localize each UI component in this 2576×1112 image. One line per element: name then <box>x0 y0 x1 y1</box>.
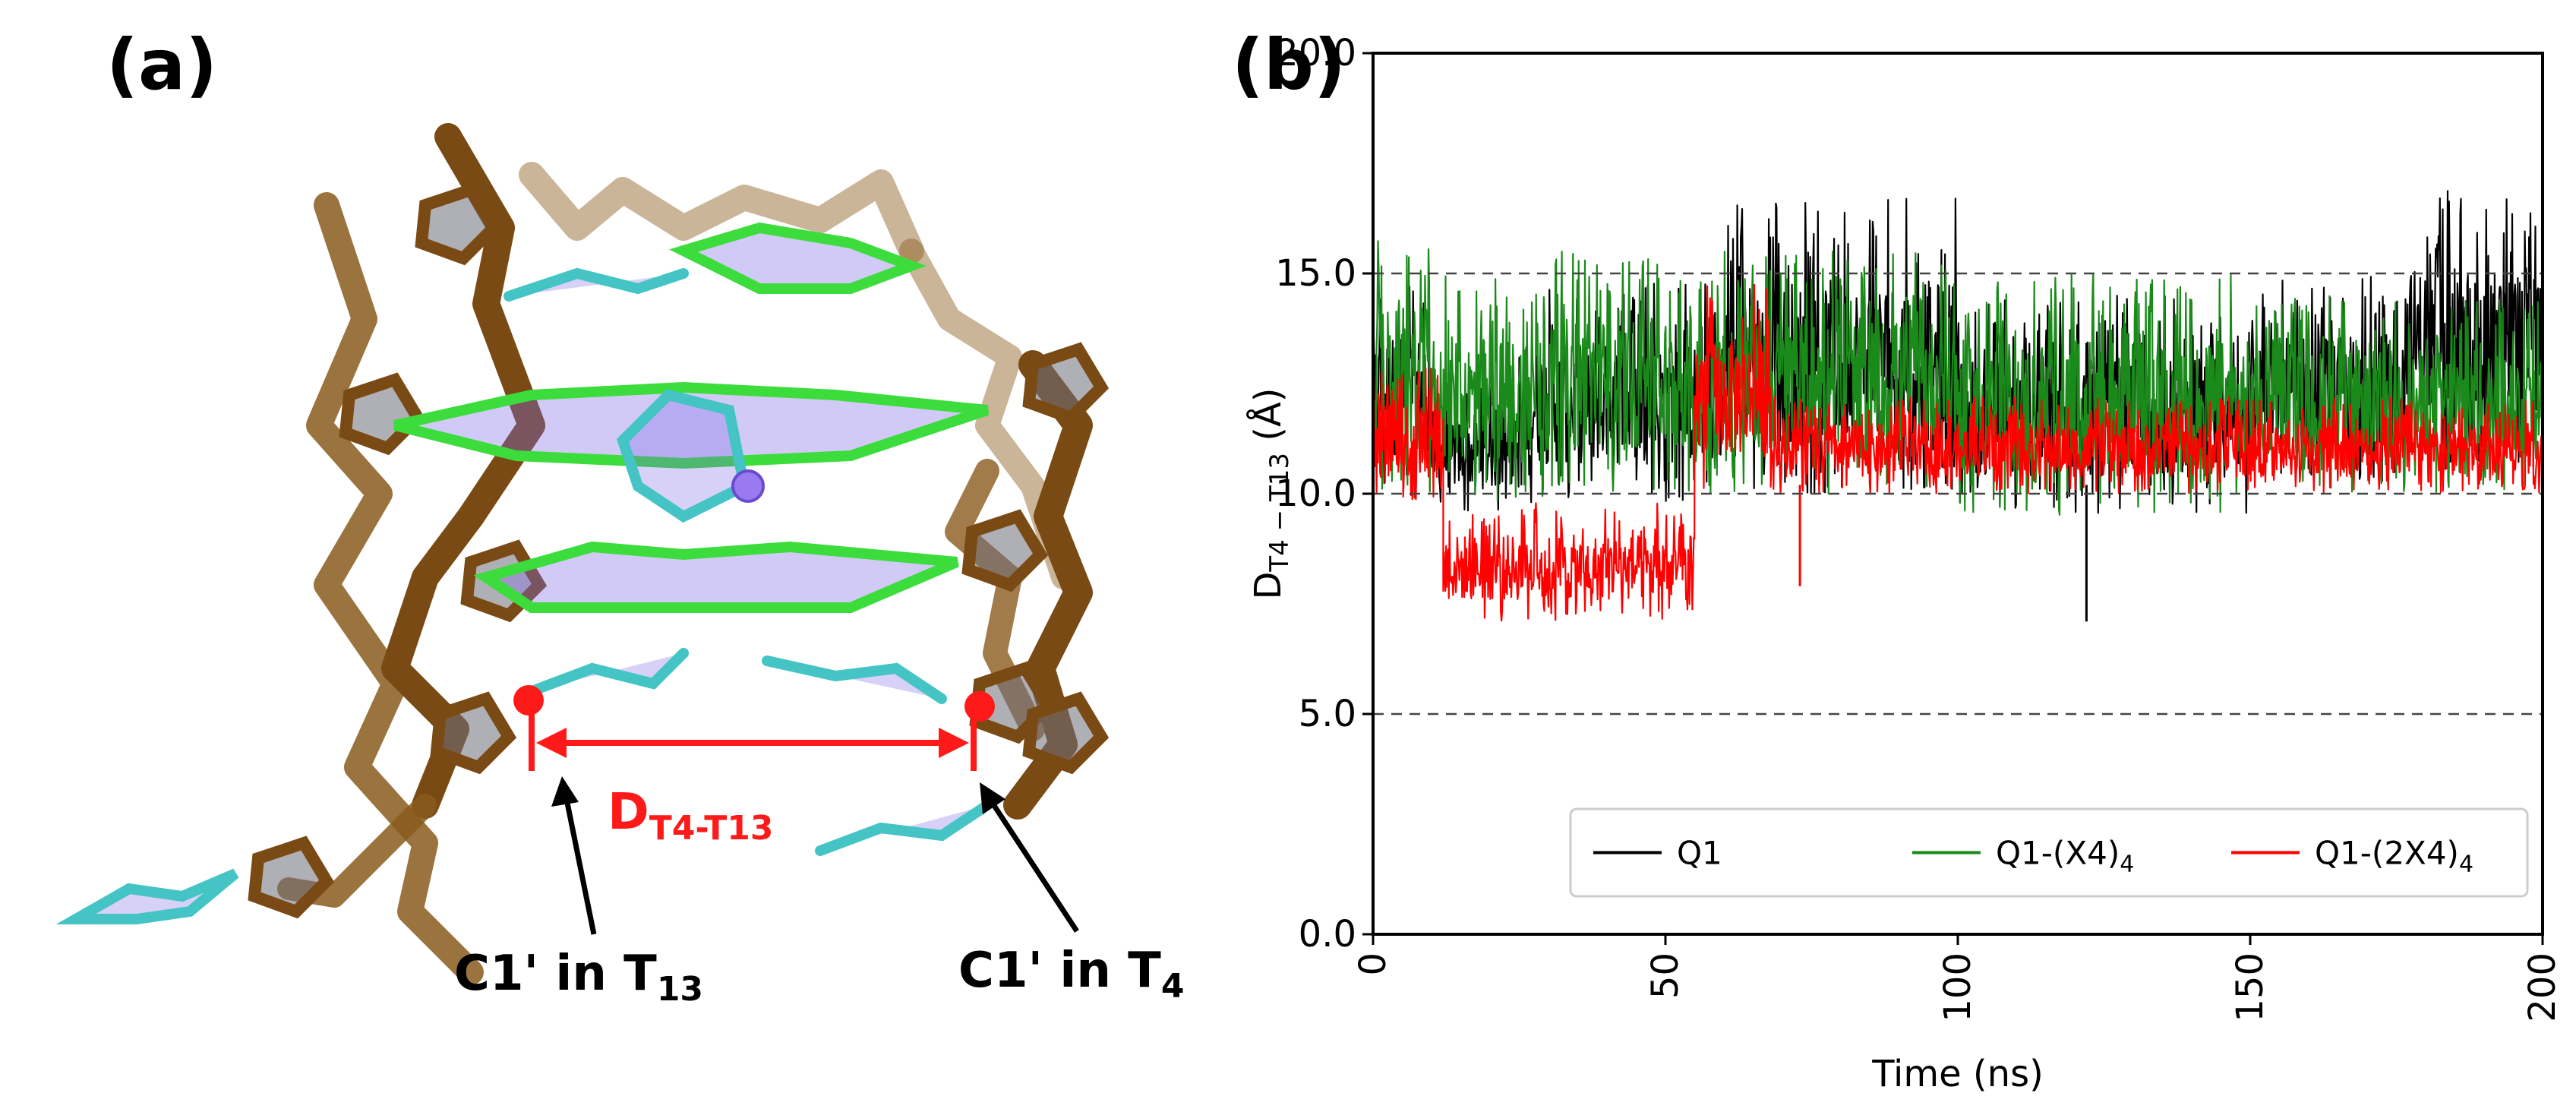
arrow-to-t13 <box>564 798 597 935</box>
reference-lines <box>1373 272 2543 716</box>
thymine-base <box>526 648 689 697</box>
distance-marker <box>513 685 995 771</box>
thymine-base <box>815 800 993 856</box>
series-line-2 <box>1372 283 2543 622</box>
y-tick-label: 5.0 <box>1299 693 1356 735</box>
tick-layer: 0.0 5.0 10.0 15.0 20.0 0 50 100 150 200 <box>1275 32 2564 1022</box>
thymine-base <box>762 656 947 704</box>
annotation-arrows <box>551 776 1079 935</box>
sugar-ring <box>339 372 426 456</box>
sugar-ring <box>1022 342 1110 425</box>
c1-atom-t4 <box>964 691 995 722</box>
backbone-front-left <box>381 123 545 819</box>
distance-arrowhead-left <box>536 728 567 758</box>
legend: Q1 Q1-(X4)4 Q1-(2X4)4 <box>1569 807 2529 898</box>
potassium-ion <box>731 469 765 503</box>
guanine-plane-middle <box>393 381 990 469</box>
y-axis-title: DT4 − T13 (Å) <box>1246 387 1295 599</box>
y-tick-label: 10.0 <box>1275 472 1356 515</box>
panel-label-b: (b) <box>1232 24 1346 106</box>
series-line-1 <box>1372 240 2543 516</box>
y-tick-label: 0.0 <box>1299 913 1356 956</box>
panel-label-a: (a) <box>106 24 218 106</box>
legend-entry: Q1 <box>1677 835 1722 872</box>
arrowhead-t13 <box>551 776 579 807</box>
x-axis-title: Time (ns) <box>1871 1053 2044 1095</box>
legend-box <box>1569 807 2529 898</box>
g-quadruplex-structure <box>55 123 1110 985</box>
distance-label: DT4-T13 <box>608 782 774 848</box>
series-layer <box>1372 190 2543 622</box>
legend-entry: Q1-(2X4)4 <box>2315 835 2473 878</box>
sugar-ring <box>961 509 1049 592</box>
guanine-tetrads <box>393 222 990 613</box>
thymine-bases <box>55 267 993 924</box>
c1-atom-t13 <box>513 685 544 716</box>
y-tick-label: 20.0 <box>1275 32 1356 74</box>
legend-entry: Q1-(X4)4 <box>1996 835 2134 878</box>
y-tick-label: 15.0 <box>1275 252 1356 295</box>
distance-chart: 0.0 5.0 10.0 15.0 20.0 0 50 100 150 200 Time (ns)… <box>1246 32 2564 1095</box>
x-tick-label: 150 <box>2229 952 2271 1022</box>
sugar-ring <box>1022 691 1110 775</box>
arrow-to-t4 <box>990 801 1079 933</box>
distance-arrowhead-right <box>939 728 969 758</box>
annotation-c1-t13: C1' in T13 <box>454 946 704 1009</box>
sugar-ring <box>430 691 517 775</box>
series-1 <box>1372 240 2543 516</box>
series-2 <box>1372 283 2543 622</box>
x-tick-label: 0 <box>1352 952 1394 976</box>
sugar-rings <box>248 182 1110 919</box>
sugar-ring <box>415 182 502 266</box>
guanine-plane-top <box>669 222 927 294</box>
backbone-rear <box>519 162 924 264</box>
thymine-base <box>504 267 689 302</box>
thymine-base <box>55 868 239 924</box>
x-tick-label: 200 <box>2521 952 2564 1022</box>
annotation-c1-t4: C1' in T4 <box>958 943 1185 1006</box>
x-tick-label: 100 <box>1937 952 1979 1022</box>
guanine-plane-lower <box>473 541 959 613</box>
arrowhead-t4 <box>980 782 1005 814</box>
x-tick-label: 50 <box>1644 952 1687 999</box>
backbone-left <box>306 192 484 985</box>
sugar-ring <box>248 836 335 919</box>
